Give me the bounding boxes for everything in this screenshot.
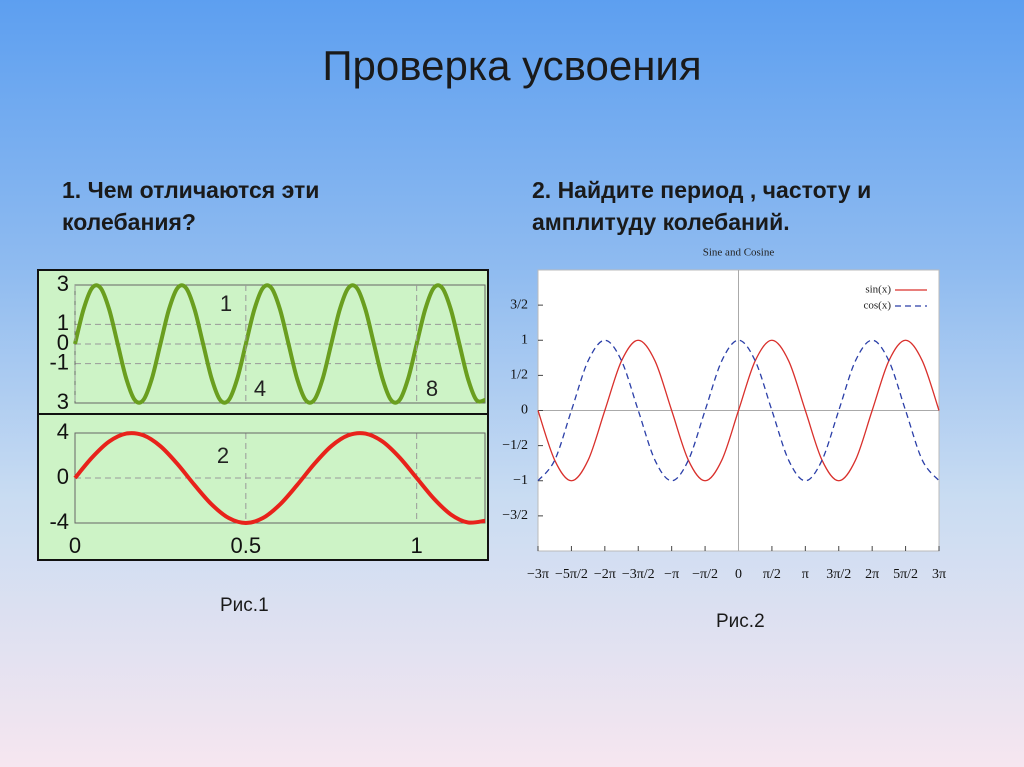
y-tick-label: 1 [521,332,528,347]
x-tick-label: 5π/2 [893,567,918,582]
y-tick-label: -1 [49,349,69,374]
x-tick-label: 3π/2 [826,567,851,582]
caption: Рис.1 [220,595,269,616]
annotation: 2 [217,443,229,468]
x-tick-label: 2π [865,567,879,582]
y-tick-label: 1/2 [510,368,528,383]
annotation: 1 [220,291,232,316]
caption: Рис.2 [716,611,765,632]
slide-title: Проверка усвоения [322,42,702,89]
x-tick-label: π [802,567,809,582]
legend-label: sin(x) [865,284,891,296]
annotation: 8 [426,376,438,401]
y-tick-label: 0 [521,403,528,418]
y-tick-label: −3/2 [502,508,528,523]
x-tick-label: −2π [594,567,616,582]
question: 1. Чем отличаются эти колебания? [62,177,320,235]
y-tick-label: 0 [57,330,69,355]
x-tick-label: π/2 [763,567,781,582]
legend-label: cos(x) [864,300,892,312]
y-tick-label: 1 [57,310,69,335]
curve [73,431,486,526]
x-tick-label: −π/2 [692,567,718,582]
y-tick-label: −1 [513,473,528,488]
y-tick-label: 3 [57,389,69,414]
y-tick-label: -4 [49,509,69,534]
x-tick-label: −π [664,567,679,582]
curve [537,339,940,482]
x-tick-label: 0 [735,567,742,582]
question: 2. Найдите период , частоту и амплитуду … [532,177,872,235]
chart-title: Sine and Cosine [703,247,775,259]
x-tick-label: 3π [932,567,946,582]
x-tick-label: 0 [69,533,81,558]
x-tick-label: 1 [411,533,423,558]
x-tick-label: −5π/2 [555,567,588,582]
curve [73,283,486,405]
x-tick-label: −3π [527,567,549,582]
annotation: 4 [254,376,266,401]
y-tick-label: 0 [57,464,69,489]
y-tick-label: −1/2 [502,438,528,453]
y-tick-label: 4 [57,419,69,444]
x-tick-label: −3π/2 [622,567,655,582]
y-tick-label: 3 [57,271,69,296]
y-tick-label: 3/2 [510,297,528,312]
x-tick-label: 0.5 [231,533,262,558]
